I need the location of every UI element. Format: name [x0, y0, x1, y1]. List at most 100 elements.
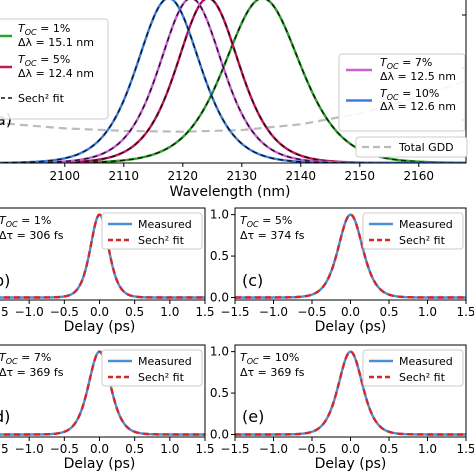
ytick-label-e: 1.0: [210, 345, 229, 359]
spectrum-fit-0: [0, 0, 466, 163]
toc-subscript: OC: [387, 62, 399, 71]
measured-curve-c: [235, 213, 466, 299]
ytick-label-c: 1.0: [210, 208, 229, 222]
legend-left-box: [0, 18, 109, 120]
xtick-label-a: 2160: [404, 169, 435, 183]
xtick-label-c: 1.5: [456, 305, 474, 319]
dtau-b: Δτ = 306 fs: [0, 229, 64, 242]
toc-symbol: T: [0, 214, 7, 227]
panel-c: −1.5 −1.0 −0.5 0.0 0.5 1.0 1.5 0.0 0.5 1.0 Delay (…: [210, 207, 474, 335]
ytick-label-c: 0.0: [210, 291, 229, 305]
toc-d: TOC = 7%: [0, 351, 51, 366]
toc-subscript: OC: [387, 93, 399, 102]
toc-value: = 5%: [259, 214, 293, 227]
fit-curve-e: [235, 350, 466, 436]
xtick-label-c: −1.0: [259, 305, 288, 319]
legend-toc-0: TOC = 1%: [18, 22, 70, 37]
toc-c: TOC = 5%: [240, 214, 292, 229]
legend-fit-b: Sech² fit: [138, 234, 185, 247]
toc-subscript: OC: [247, 357, 259, 366]
legend-toc-3: TOC = 10%: [380, 87, 439, 102]
legend-dl-2: Δλ = 12.5 nm: [380, 70, 456, 83]
legend-measured-b: Measured: [138, 218, 192, 231]
toc-value: = 10%: [259, 351, 300, 364]
xtick-label-b: 1.0: [160, 305, 179, 319]
xtick-label-e: 0.0: [341, 442, 360, 456]
toc-symbol: T: [380, 87, 388, 100]
legend-toc-1: TOC = 5%: [18, 53, 70, 68]
xtick-label-d: −1.5: [0, 442, 9, 456]
toc-value: = 7%: [18, 351, 52, 364]
panel-label-d: d): [0, 407, 10, 426]
toc-symbol: T: [240, 214, 248, 227]
xtick-label-e: −1.5: [220, 442, 249, 456]
dtau-d: Δτ = 369 fs: [0, 366, 64, 379]
xtick-label-a: 2130: [227, 169, 258, 183]
xtick-label-e: 0.5: [379, 442, 398, 456]
legend-fit-e: Sech² fit: [399, 371, 446, 384]
xtick-label-b: 0.0: [90, 305, 109, 319]
toc-value: = 10%: [399, 87, 440, 100]
toc-symbol: T: [380, 56, 388, 69]
toc-value: = 7%: [399, 56, 433, 69]
toc-symbol: T: [18, 22, 26, 35]
legend-toc-2: TOC = 7%: [380, 56, 432, 71]
xtick-label-a: 2100: [50, 169, 81, 183]
toc-b: TOC = 1%: [0, 214, 51, 229]
toc-value: = 5%: [37, 53, 71, 66]
legend-dl-0: Δλ = 15.1 nm: [18, 36, 94, 49]
xtick-label-e: 1.0: [418, 442, 437, 456]
xtick-label-b: −1.5: [0, 305, 9, 319]
legend-measured-c: Measured: [399, 218, 453, 231]
xtick-label-c: −0.5: [297, 305, 326, 319]
panel-d: −1.5 −1.0 −0.5 0.0 0.5 1.0 1.5 Delay (ps) TOC = …: [0, 344, 215, 472]
xtick-label-a: 2140: [286, 169, 317, 183]
toc-subscript: OC: [247, 220, 259, 229]
xtick-label-b: −1.0: [15, 305, 44, 319]
legend-measured-e: Measured: [399, 355, 453, 368]
toc-e: TOC = 10%: [240, 351, 299, 366]
xtick-label-c: 0.0: [341, 305, 360, 319]
xlabel-d: Delay (ps): [64, 456, 136, 472]
xtick-label-d: 1.5: [195, 442, 214, 456]
xtick-label-d: 1.0: [160, 442, 179, 456]
legend-dl-1: Δλ = 12.4 nm: [18, 67, 94, 80]
fit-curve-b: [0, 213, 205, 299]
legend-fit-label: Sech² fit: [18, 92, 65, 105]
fit-curve-d: [0, 350, 205, 436]
ytick-label-e: 0.0: [210, 428, 229, 442]
legend-gdd-label: Total GDD: [398, 141, 454, 154]
xtick-label-c: 1.0: [418, 305, 437, 319]
axes-frame-a: [0, 0, 467, 164]
xtick-label-e: −1.0: [259, 442, 288, 456]
panel-a: 2100 2110 2120 2130 2140 2150 2160 Wavelength (…: [0, 0, 468, 200]
panel-b: −1.5 −1.0 −0.5 0.0 0.5 1.0 1.5 Delay (ps) TOC = …: [0, 207, 215, 335]
toc-value: = 1%: [37, 22, 71, 35]
xtick-label-d: 0.5: [125, 442, 144, 456]
toc-symbol: T: [18, 53, 26, 66]
toc-subscript: OC: [6, 357, 18, 366]
xtick-label-d: −0.5: [50, 442, 79, 456]
legend-fit-d: Sech² fit: [138, 371, 185, 384]
toc-subscript: OC: [25, 59, 37, 68]
legend-dl-3: Δλ = 12.6 nm: [380, 100, 456, 113]
legend-fit-c: Sech² fit: [399, 234, 446, 247]
xtick-label-c: −1.5: [220, 305, 249, 319]
xtick-label-b: 1.5: [195, 305, 214, 319]
xtick-label-e: 1.5: [456, 442, 474, 456]
panel-label-b: b): [0, 271, 10, 290]
xlabel-e: Delay (ps): [315, 456, 387, 472]
panel-label-e: (e): [242, 407, 264, 426]
ytick-label-e: 0.5: [210, 386, 229, 400]
xlabel-c: Delay (ps): [315, 319, 387, 335]
xtick-label-c: 0.5: [379, 305, 398, 319]
xtick-label-a: 2150: [345, 169, 376, 183]
toc-subscript: OC: [25, 28, 37, 37]
panel-label-c: (c): [242, 271, 263, 290]
legend-gdd-box: [355, 136, 468, 158]
ytick-label-c: 0.5: [210, 249, 229, 263]
xlabel-b: Delay (ps): [64, 319, 136, 335]
toc-symbol: T: [0, 351, 7, 364]
